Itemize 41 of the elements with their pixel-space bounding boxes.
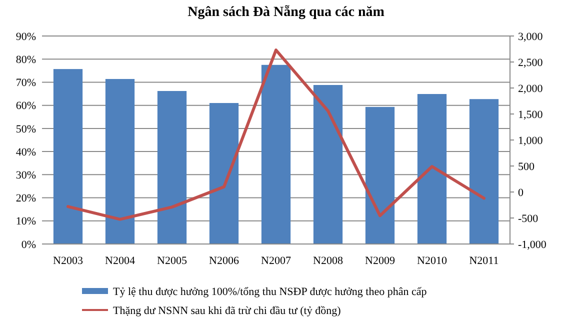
bar — [157, 91, 187, 244]
bar — [469, 99, 499, 244]
y2-tick-label: 2,500 — [518, 56, 544, 69]
bar — [417, 94, 447, 244]
line-series — [66, 48, 486, 221]
y2-tick-label: -500 — [518, 212, 539, 225]
x-tick-label: N2005 — [157, 255, 188, 267]
y2-tick-label: 0 — [518, 186, 524, 199]
x-tick-label: N2003 — [53, 255, 84, 267]
chart-title: Ngân sách Đà Nẵng qua các năm — [188, 5, 385, 20]
x-tick-label: N2006 — [209, 255, 240, 267]
y-tick-label: 20% — [16, 192, 36, 205]
y-tick-label: 40% — [16, 146, 36, 158]
bar — [209, 103, 239, 244]
y-tick-label: 80% — [16, 54, 36, 66]
x-tick-label: N2010 — [417, 255, 448, 267]
y2-tick-label: 1,000 — [518, 134, 544, 147]
x-tick-label: N2007 — [261, 255, 292, 267]
bar — [313, 84, 343, 244]
y-tick-label: 60% — [16, 100, 36, 112]
y2-tick-label: -1,000 — [518, 238, 547, 251]
y2-tick-label: 2,000 — [518, 82, 544, 95]
y-tick-label: 0% — [21, 238, 36, 251]
y-tick-label: 30% — [16, 170, 36, 182]
y-tick-label: 10% — [16, 216, 36, 228]
y2-tick-label: 3,000 — [518, 30, 544, 43]
y2-tick-label: 1,500 — [518, 108, 544, 121]
legend-label: Thặng dư NSNN sau khi đã trừ chi đầu tư (tỷ đồng) — [113, 304, 342, 317]
y2-tick-label: 500 — [518, 160, 535, 173]
x-tick-label: N2004 — [105, 255, 136, 267]
x-tick-label: N2008 — [313, 255, 344, 267]
y-tick-label: 70% — [16, 77, 36, 90]
bar — [53, 69, 83, 244]
x-tick-label: N2009 — [365, 255, 396, 267]
y-tick-label: 90% — [16, 30, 36, 43]
bar — [365, 106, 395, 244]
legend-label: Tỷ lệ thu được hưởng 100%/tổng thu NSĐP được hưởng theo phân cấp — [113, 286, 428, 298]
bar — [105, 78, 135, 244]
y-tick-label: 50% — [16, 123, 36, 136]
x-tick-label: N2011 — [469, 255, 499, 267]
bar — [261, 64, 291, 244]
